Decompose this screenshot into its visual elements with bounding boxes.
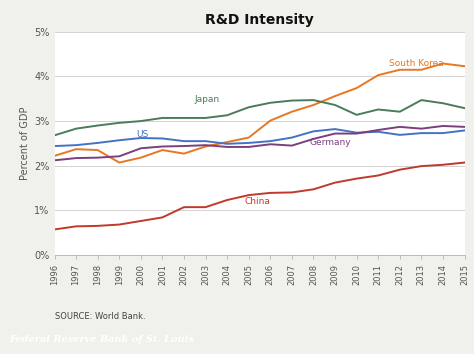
Text: US: US — [137, 130, 149, 138]
Text: China: China — [245, 197, 270, 206]
Y-axis label: Percent of GDP: Percent of GDP — [20, 107, 30, 180]
Text: SOURCE: World Bank.: SOURCE: World Bank. — [55, 313, 145, 321]
Text: Germany: Germany — [309, 138, 351, 147]
Text: South Korea: South Korea — [389, 59, 444, 68]
Title: R&D Intensity: R&D Intensity — [205, 12, 314, 27]
Text: Japan: Japan — [195, 95, 220, 104]
Text: Federal Reserve Bank of St. Louis: Federal Reserve Bank of St. Louis — [9, 335, 194, 344]
